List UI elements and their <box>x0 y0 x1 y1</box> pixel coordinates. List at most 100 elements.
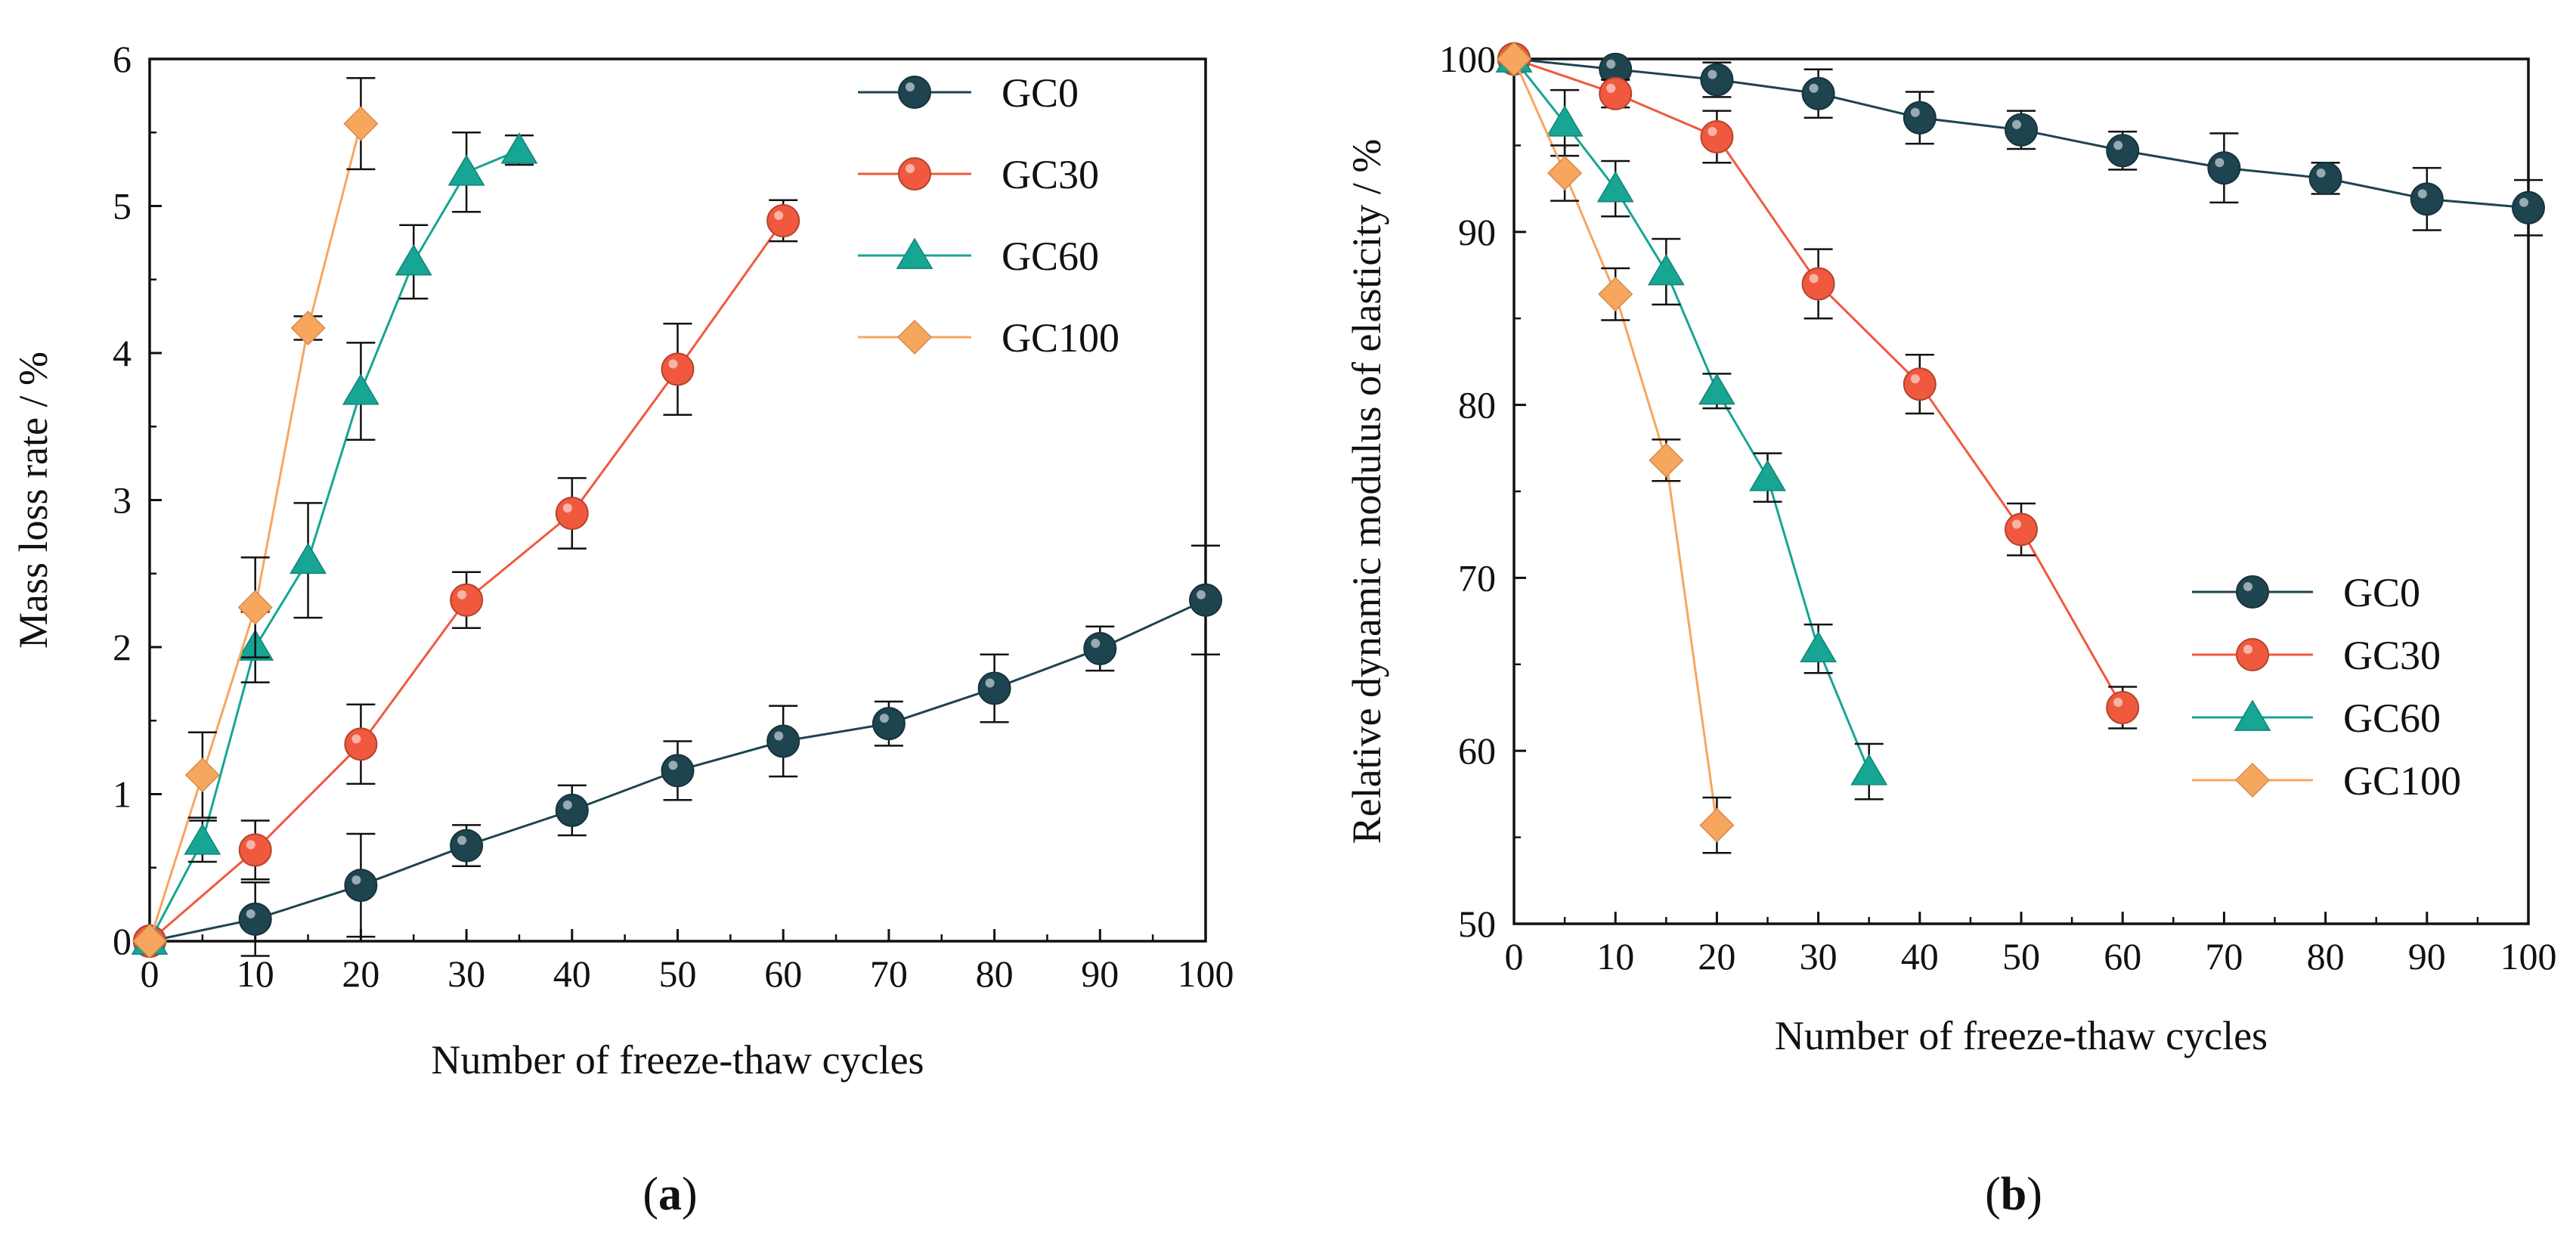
series-line <box>1513 57 2124 708</box>
y-tick-label: 60 <box>1458 730 1496 772</box>
x-tick-label: 60 <box>2104 935 2141 977</box>
data-point <box>238 902 272 936</box>
data-point <box>1083 631 1117 665</box>
y-tick-label: 80 <box>1458 384 1496 426</box>
data-point <box>1598 277 1633 312</box>
data-point <box>1496 41 1532 77</box>
data-point-highlight <box>2519 197 2528 207</box>
data-point <box>1801 76 1835 110</box>
x-tick-label: 20 <box>1698 935 1735 977</box>
data-point <box>977 671 1011 705</box>
data-point <box>1903 367 1937 401</box>
data-point-highlight <box>562 800 572 810</box>
series-gc0 <box>1497 42 2545 237</box>
data-point <box>661 352 695 386</box>
data-point-highlight <box>1910 374 1920 384</box>
data-point <box>344 727 378 761</box>
data-point-highlight <box>1606 83 1616 93</box>
y-tick-label: 4 <box>113 332 132 374</box>
legend-marker <box>898 76 931 109</box>
data-point-highlight <box>246 840 255 850</box>
series-gc100 <box>132 77 379 959</box>
legend-marker <box>896 237 933 269</box>
panel-label: (b) <box>1985 1169 2042 1220</box>
data-point-highlight <box>774 731 784 741</box>
x-tick-label: 40 <box>1901 935 1939 977</box>
data-point <box>1903 101 1937 135</box>
legend-marker-highlight <box>2243 645 2252 654</box>
legend-label: GC30 <box>2343 633 2441 678</box>
data-point-highlight <box>246 909 255 918</box>
data-point <box>2106 691 2140 724</box>
y-axis-title: Mass loss rate / % <box>11 352 56 649</box>
data-point-highlight <box>774 210 784 220</box>
x-tick-label: 100 <box>2500 935 2557 977</box>
data-point-highlight <box>2215 158 2225 168</box>
data-point <box>1850 754 1888 785</box>
y-tick-label: 90 <box>1458 211 1496 253</box>
data-point-highlight <box>668 359 678 369</box>
x-tick-label: 70 <box>2205 935 2243 977</box>
data-point-highlight <box>2417 189 2427 199</box>
panel-label-close: ) <box>682 1169 698 1220</box>
data-point <box>872 707 906 741</box>
data-point <box>661 754 695 788</box>
data-point <box>2308 161 2342 195</box>
legend-marker <box>2236 575 2269 609</box>
legend-label: GC0 <box>1002 70 1079 116</box>
series-gc100 <box>1496 41 1735 854</box>
panel-label-open: ( <box>642 1169 658 1220</box>
legend-marker-highlight <box>906 164 915 173</box>
data-point <box>2207 151 2241 185</box>
data-point <box>343 106 379 141</box>
x-axis-title: Number of freeze-thaw cycles <box>431 1037 924 1083</box>
data-point <box>238 833 272 867</box>
series-gc60 <box>1495 41 1888 801</box>
legend-marker-highlight <box>2243 582 2252 591</box>
data-point-highlight <box>1197 590 1206 599</box>
panel-label-close: ) <box>2026 1169 2042 1220</box>
data-point <box>450 829 484 863</box>
data-point-highlight <box>457 590 467 599</box>
data-point <box>447 154 485 186</box>
data-point-highlight <box>985 678 995 688</box>
y-tick-label: 6 <box>113 38 132 80</box>
data-point <box>1189 583 1222 617</box>
legend: GC0 GC30 GC60 GC100 <box>2192 570 2461 804</box>
x-tick-label: 60 <box>764 953 802 995</box>
y-axis-title: Relative dynamic modulus of elasticity /… <box>1344 139 1389 844</box>
data-point <box>555 497 589 531</box>
x-tick-label: 10 <box>237 953 274 995</box>
data-point-highlight <box>1708 126 1717 136</box>
data-point <box>290 310 326 345</box>
data-point-highlight <box>562 503 572 513</box>
x-tick-label: 40 <box>553 953 591 995</box>
legend-marker <box>896 319 933 355</box>
x-axis-title: Number of freeze-thaw cycles <box>1775 1013 2268 1058</box>
data-point <box>342 373 379 405</box>
series-gc30 <box>133 199 800 958</box>
data-point <box>1647 253 1685 286</box>
data-point-highlight <box>1091 638 1101 648</box>
legend-label: GC0 <box>2343 570 2420 615</box>
data-point <box>1649 442 1684 478</box>
data-point <box>1596 171 1634 203</box>
panel-b: 0 10 20 30 40 50 60 70 80 90 100 50 60 70 80 90 100 Numbe… <box>1344 38 2557 1220</box>
data-point-highlight <box>351 734 361 744</box>
data-point <box>1700 63 1734 97</box>
data-point-highlight <box>2113 141 2123 150</box>
legend: GC0 GC30 GC60 GC100 <box>858 70 1119 361</box>
data-point <box>1699 807 1735 843</box>
data-point-highlight <box>2316 168 2326 178</box>
y-tick-label: 2 <box>113 626 132 668</box>
panel-label-open: ( <box>1985 1169 2001 1220</box>
data-point <box>2005 513 2038 547</box>
data-point-highlight <box>2113 698 2123 707</box>
x-tick-label: 10 <box>1596 935 1634 977</box>
series-line <box>148 123 362 942</box>
legend-label: GC100 <box>2343 758 2461 804</box>
x-tick-label: 70 <box>870 953 908 995</box>
y-tick-label: 100 <box>1439 38 1496 80</box>
data-point-highlight <box>1606 59 1616 69</box>
data-point-highlight <box>2012 119 2021 129</box>
